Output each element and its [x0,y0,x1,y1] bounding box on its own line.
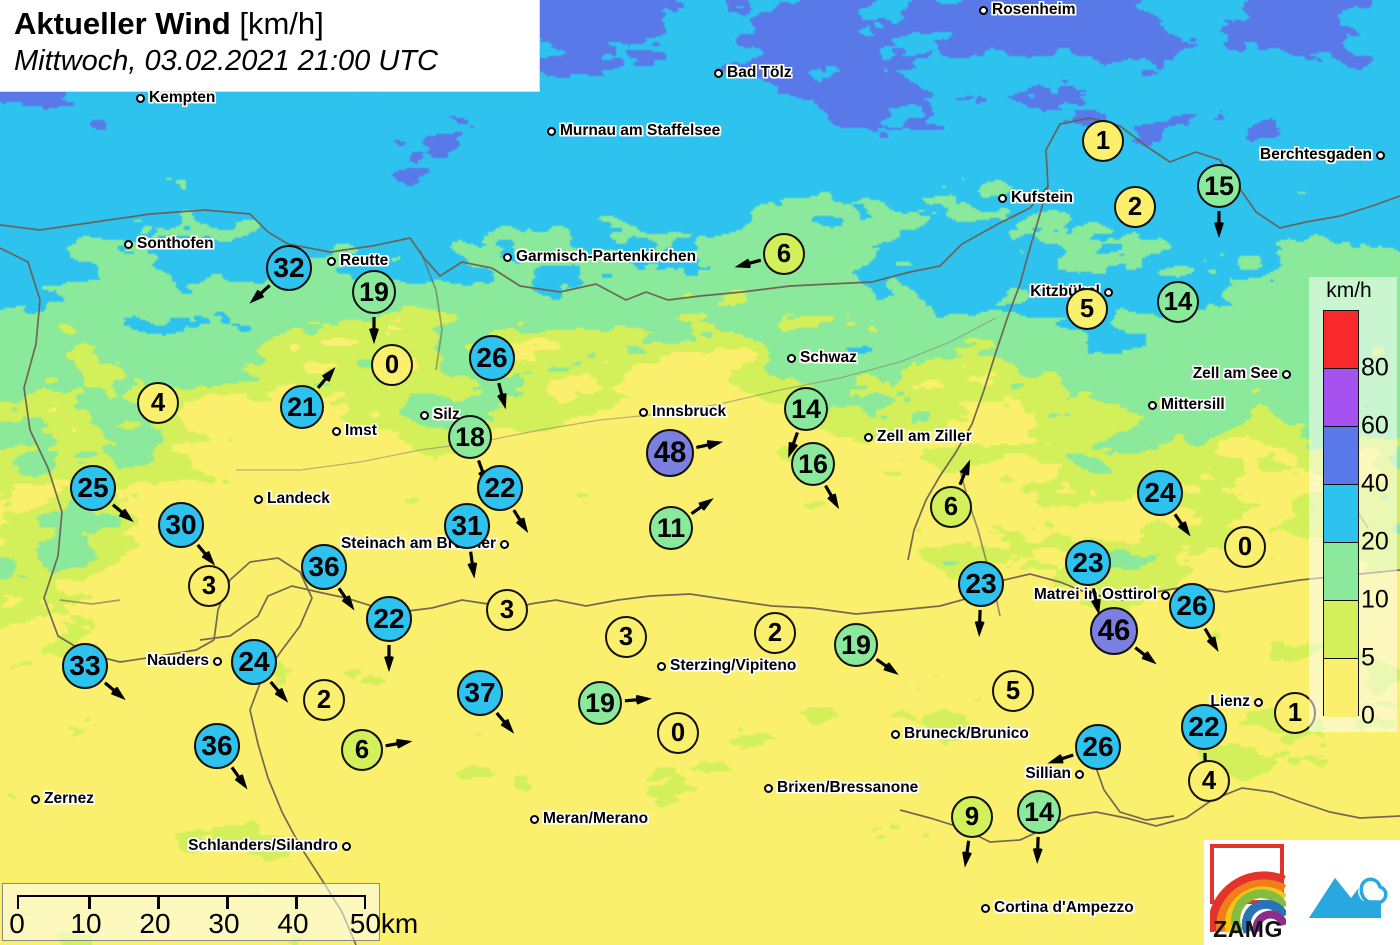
wind-value-badge[interactable]: 32 [266,245,312,291]
wind-value-badge[interactable]: 19 [352,270,396,314]
wind-value-badge[interactable]: 31 [444,503,490,549]
wind-value-badge[interactable]: 48 [646,429,694,477]
legend-band-5 [1324,601,1358,659]
scale-label-1: 10 [70,908,102,939]
wind-value-badge[interactable]: 3 [188,565,230,607]
wind-value-badge[interactable]: 14 [1017,790,1061,834]
wind-value-badge[interactable]: 2 [754,612,796,654]
wind-value-badge[interactable]: 16 [791,442,835,486]
wind-value-badge[interactable]: 11 [649,506,693,550]
wind-value-badge[interactable]: 36 [194,723,240,769]
wind-value-badge[interactable]: 24 [1137,470,1183,516]
legend-tick-80: 80 [1361,353,1389,382]
mountain-cloud-icon [1309,877,1388,918]
legend-color-bar [1323,310,1359,717]
legend-tick-0: 0 [1361,701,1375,730]
legend-unit-label: km/h [1326,279,1372,302]
wind-value-badge[interactable]: 3 [605,616,647,658]
wind-value-badge[interactable]: 14 [1157,281,1199,323]
scale-ruler [17,895,366,909]
zamg-wordmark: ZAMG [1213,916,1283,942]
wind-value-badge[interactable]: 0 [371,344,413,386]
wind-value-badge[interactable]: 25 [70,465,116,511]
legend-tick-40: 40 [1361,469,1389,498]
legend-tick-20: 20 [1361,527,1389,556]
wind-value-badge[interactable]: 2 [303,679,345,721]
scale-label-4: 40 [277,908,309,939]
wind-value-badge[interactable]: 26 [469,335,515,381]
wind-value-badge[interactable]: 21 [280,385,324,429]
scale-tick [157,897,160,909]
wind-value-badge[interactable]: 26 [1075,724,1121,770]
scale-tick [226,897,229,909]
wind-value-badge[interactable]: 22 [477,465,523,511]
scale-label-2: 20 [139,908,171,939]
wind-value-badge[interactable]: 5 [992,670,1034,712]
wind-value-badge[interactable]: 23 [1065,540,1111,586]
wind-value-badge[interactable]: 2 [1114,186,1156,228]
wind-value-badge[interactable]: 4 [1188,760,1230,802]
scale-tick [295,897,298,909]
wind-value-badge[interactable]: 14 [784,387,828,431]
map-title-unit: [km/h] [239,6,324,41]
wind-value-badge[interactable]: 33 [62,643,108,689]
wind-value-badge[interactable]: 6 [341,729,383,771]
wind-value-badge[interactable]: 1 [1082,120,1124,162]
wind-value-badge[interactable]: 37 [457,670,503,716]
legend-band-3 [1324,485,1358,543]
wind-value-badge[interactable]: 23 [958,561,1004,607]
wind-value-badge[interactable]: 19 [578,681,622,725]
scale-label-3: 30 [208,908,240,939]
map-title-main: Aktueller Wind [14,6,231,41]
wind-value-badge[interactable]: 30 [158,502,204,548]
map-title-line: Aktueller Wind [km/h] [14,4,525,43]
wind-value-badge[interactable]: 0 [1224,526,1266,568]
legend-tick-5: 5 [1361,643,1375,672]
map-title-card: Aktueller Wind [km/h] Mittwoch, 03.02.20… [0,0,540,92]
legend-tick-60: 60 [1361,411,1389,440]
legend-band-4 [1324,543,1358,601]
wind-value-badge[interactable]: 46 [1090,607,1138,655]
wind-value-badge[interactable]: 5 [1066,288,1108,330]
scale-label-0: 0 [9,908,25,939]
map-title-timestamp: Mittwoch, 03.02.2021 21:00 UTC [14,45,438,77]
wind-value-badge[interactable]: 26 [1169,583,1215,629]
legend-band-0 [1324,311,1358,369]
wind-value-badge[interactable]: 24 [231,639,277,685]
color-legend: km/h 80 60 40 20 10 5 0 [1309,277,1397,732]
wind-value-badge[interactable]: 4 [137,382,179,424]
wind-value-badge[interactable]: 22 [1181,704,1227,750]
logo-bar: ZAMG [1204,840,1400,945]
scale-label-5: 50km [349,908,419,939]
legend-band-2 [1324,427,1358,485]
wind-value-badge[interactable]: 6 [930,486,972,528]
zamg-logo: ZAMG [1204,840,1292,945]
map-scale-bar: 0 10 20 30 40 50km [2,883,418,941]
legend-tick-10: 10 [1361,585,1389,614]
wind-value-badge[interactable]: 9 [951,796,993,838]
wind-value-badge[interactable]: 19 [834,623,878,667]
wind-value-badge[interactable]: 6 [763,233,805,275]
wind-value-badge[interactable]: 15 [1197,164,1241,208]
wind-value-badge[interactable]: 18 [448,415,492,459]
wind-value-badge[interactable]: 0 [657,712,699,754]
legend-band-1 [1324,369,1358,427]
wind-value-badge[interactable]: 22 [366,596,412,642]
scale-tick [88,897,91,909]
geosphere-logo [1292,840,1400,945]
legend-band-6 [1324,659,1358,717]
zamg-rainbow-icon [1210,858,1286,934]
wind-value-badge[interactable]: 36 [301,544,347,590]
wind-value-badge[interactable]: 3 [486,589,528,631]
